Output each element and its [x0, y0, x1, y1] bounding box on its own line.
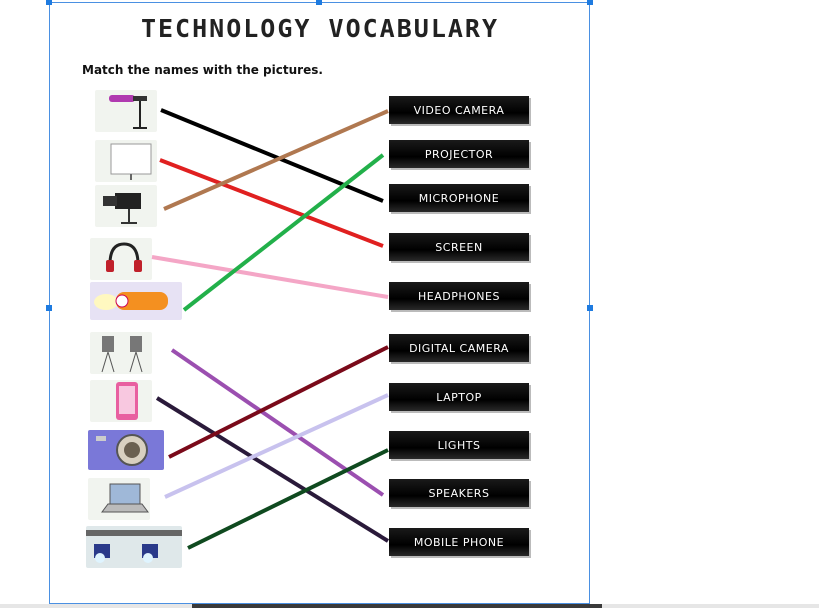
label-microphone: MICROPHONE — [389, 184, 529, 212]
resize-handle-middle-right[interactable] — [587, 305, 593, 311]
label-mobile-phone: MOBILE PHONE — [389, 528, 529, 556]
label-lights: LIGHTS — [389, 431, 529, 459]
mobile-phone-icon — [116, 382, 138, 420]
line-screen — [159, 158, 384, 248]
projector-icon — [94, 292, 168, 310]
label-screen: SCREEN — [389, 233, 529, 261]
speakers-picture — [90, 332, 152, 374]
resize-handle-top-center[interactable] — [316, 0, 322, 5]
line-video-camera — [163, 109, 389, 211]
bottom-scrollbar[interactable] — [0, 604, 819, 608]
mobile-phone-picture — [90, 380, 152, 422]
resize-handle-top-left[interactable] — [46, 0, 52, 5]
laptop-icon — [101, 483, 149, 513]
screen-icon — [110, 143, 152, 180]
line-headphones — [151, 255, 389, 299]
screen-picture — [95, 140, 157, 182]
resize-handle-middle-left[interactable] — [46, 305, 52, 311]
digital-camera-icon — [96, 434, 148, 466]
digital-camera-picture — [88, 430, 164, 470]
line-digital-camera — [168, 345, 389, 459]
label-digital-camera: DIGITAL CAMERA — [389, 334, 529, 362]
label-video-camera: VIDEO CAMERA — [389, 96, 529, 124]
lights-picture — [86, 526, 182, 568]
microphone-picture — [95, 90, 157, 132]
label-projector: PROJECTOR — [389, 140, 529, 168]
line-laptop — [164, 393, 389, 499]
line-lights — [187, 448, 389, 550]
lights-icon — [86, 530, 182, 563]
video-camera-icon — [103, 193, 141, 224]
microphone-icon — [109, 95, 147, 129]
headphones-picture — [90, 238, 152, 280]
worksheet-instruction: Match the names with the pictures. — [82, 63, 323, 77]
video-camera-picture — [95, 185, 157, 227]
scrollbar-thumb[interactable] — [192, 604, 602, 608]
label-speakers: SPEAKERS — [389, 479, 529, 507]
resize-handle-top-right[interactable] — [587, 0, 593, 5]
worksheet-title: TECHNOLOGY VOCABULARY — [140, 14, 500, 43]
projector-picture — [90, 282, 182, 320]
headphones-icon — [106, 242, 142, 272]
line-microphone — [160, 108, 384, 203]
line-projector — [182, 153, 385, 312]
label-laptop: LAPTOP — [389, 383, 529, 411]
label-headphones: HEADPHONES — [389, 282, 529, 310]
line-mobile-phone — [155, 396, 390, 543]
laptop-picture — [88, 478, 150, 520]
speakers-icon — [101, 336, 143, 373]
